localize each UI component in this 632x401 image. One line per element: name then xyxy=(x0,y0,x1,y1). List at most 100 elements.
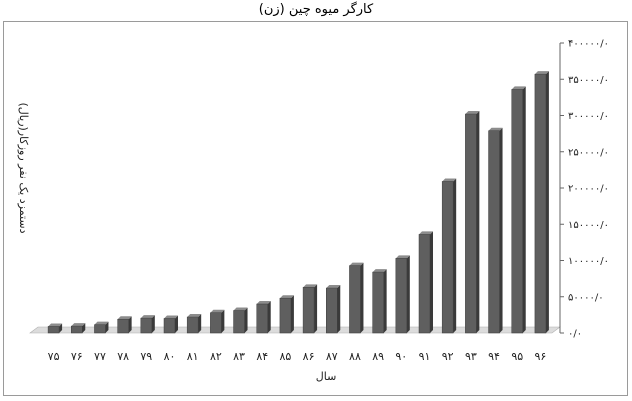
x-tick-label: ۷۵ xyxy=(48,350,60,363)
y-tick-label: ۱۰۰۰۰۰/۰ xyxy=(568,256,609,267)
bar-top xyxy=(488,127,503,131)
bar-top xyxy=(117,316,132,320)
x-tick-label: ۷۶ xyxy=(71,350,83,363)
bar-top xyxy=(372,269,387,273)
bar-top xyxy=(279,295,294,299)
bar xyxy=(71,325,83,334)
x-tick-label: ۸۷ xyxy=(326,350,338,363)
x-tick-label: ۸۹ xyxy=(372,350,384,363)
bar xyxy=(140,317,153,334)
bar-top xyxy=(534,71,549,75)
bar-top xyxy=(164,315,178,319)
chart-title: کارگر میوه چین (زن) xyxy=(258,2,374,17)
bar xyxy=(186,316,199,334)
x-tick-label: ۸۱ xyxy=(187,350,199,363)
bar-side xyxy=(244,307,248,333)
bar-side xyxy=(59,323,63,333)
x-axis-label: سال xyxy=(316,370,337,383)
bar-top xyxy=(210,309,225,313)
bar-top xyxy=(187,314,202,318)
bar-side xyxy=(383,269,387,333)
bar-side xyxy=(175,315,178,333)
bar xyxy=(163,318,176,334)
bar-side xyxy=(290,295,294,333)
bar-top xyxy=(94,321,109,325)
bar-side xyxy=(221,309,225,333)
y-tick-label: ۳۰۰۰۰۰/۰ xyxy=(568,111,609,122)
bar xyxy=(117,318,129,334)
bar-top xyxy=(48,323,63,327)
bar-side xyxy=(545,71,549,334)
x-tick-label: ۷۹ xyxy=(140,350,152,363)
x-tick-label: ۹۴ xyxy=(488,350,500,363)
y-tick-label: ۱۵۰۰۰۰/۰ xyxy=(568,220,609,231)
bar-side xyxy=(128,316,132,333)
bar-side xyxy=(499,127,503,333)
x-tick-label: ۹۳ xyxy=(465,350,477,363)
y-tick-label: ۴۰۰۰۰۰/۰ xyxy=(568,39,609,50)
bar-side xyxy=(151,315,155,333)
bar xyxy=(279,297,292,334)
y-tick-label: ۰/۰ xyxy=(568,329,582,340)
bar-side xyxy=(337,285,341,333)
bar-top xyxy=(326,285,341,289)
bar-side xyxy=(476,111,480,333)
bar-side xyxy=(82,323,86,333)
bar-top xyxy=(140,315,155,319)
bar xyxy=(372,271,384,334)
bar-top xyxy=(349,262,364,266)
bar xyxy=(511,89,523,334)
bar-side xyxy=(453,178,457,333)
bar-side xyxy=(406,255,410,333)
bar-side xyxy=(267,301,271,333)
bar-side xyxy=(522,86,526,334)
x-tick-label: ۹۱ xyxy=(419,350,431,363)
bar-top xyxy=(71,323,86,327)
x-tick-label: ۹۵ xyxy=(511,350,523,363)
bar-top xyxy=(442,178,457,182)
x-tick-label: ۷۸ xyxy=(117,350,129,363)
bar-side xyxy=(198,314,202,333)
bar xyxy=(418,234,431,334)
x-tick-label: ۹۰ xyxy=(395,350,407,363)
bar-side xyxy=(314,284,318,333)
x-tick-label: ۹۶ xyxy=(534,350,546,363)
x-tick-label: ۷۷ xyxy=(94,350,106,363)
bar xyxy=(233,310,245,334)
y-tick-label: ۲۵۰۰۰۰/۰ xyxy=(568,147,609,158)
bar xyxy=(94,324,106,334)
bar xyxy=(534,73,547,334)
x-tick-label: ۸۰ xyxy=(164,350,176,363)
bar xyxy=(488,130,500,334)
bar-side xyxy=(105,321,109,333)
y-tick-label: ۵۰۰۰۰/۰ xyxy=(568,292,604,303)
y-axis-label: دستمزد یک نفر روزکار(ریال) xyxy=(17,103,30,234)
chart-frame xyxy=(3,21,628,396)
x-tick-label: ۹۲ xyxy=(442,350,454,363)
bar-top xyxy=(465,111,480,115)
bar xyxy=(349,265,361,334)
bar-top xyxy=(303,284,318,288)
bar-top xyxy=(419,231,433,235)
bar-top xyxy=(233,307,248,311)
bar-top xyxy=(395,255,410,259)
bar xyxy=(465,113,477,334)
bar-top xyxy=(511,86,526,90)
x-tick-label: ۸۶ xyxy=(303,350,315,363)
x-tick-label: ۸۴ xyxy=(256,350,268,363)
x-tick-label: ۸۳ xyxy=(233,350,245,363)
bar xyxy=(441,181,454,334)
bar xyxy=(256,303,268,334)
bar-side xyxy=(360,262,364,333)
bar xyxy=(47,326,60,334)
bar xyxy=(302,287,315,334)
x-tick-label: ۸۵ xyxy=(279,350,291,363)
bar xyxy=(395,258,408,334)
y-tick-label: ۲۰۰۰۰۰/۰ xyxy=(568,184,609,195)
bar-side xyxy=(430,231,433,333)
x-tick-label: ۸۸ xyxy=(349,350,361,363)
bar-top xyxy=(256,301,271,304)
chart-floor xyxy=(29,326,561,334)
bar xyxy=(326,287,338,334)
